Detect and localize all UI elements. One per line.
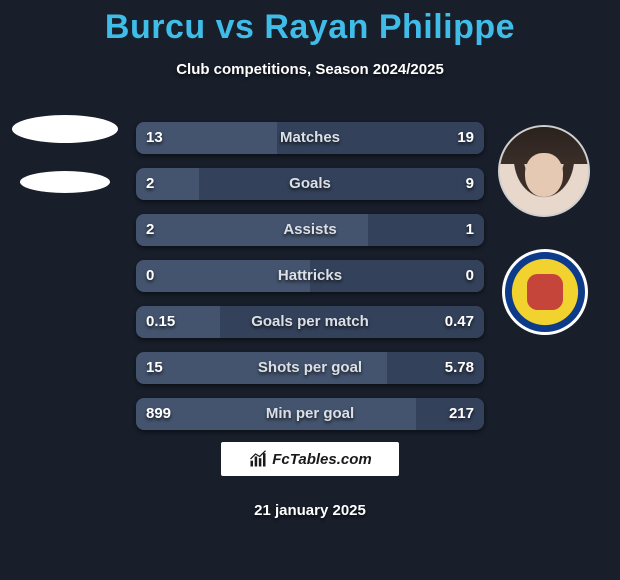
stat-label: Goals per match — [136, 306, 484, 338]
stat-row: 155.78Shots per goal — [136, 352, 484, 384]
stat-label: Hattricks — [136, 260, 484, 292]
stat-row: 29Goals — [136, 168, 484, 200]
stat-label: Matches — [136, 122, 484, 154]
stat-row: 00Hattricks — [136, 260, 484, 292]
left-club-badge-placeholder-icon — [20, 171, 110, 193]
chart-icon — [248, 449, 268, 469]
page-title: Burcu vs Rayan Philippe — [0, 0, 620, 47]
right-club-badge-icon — [502, 249, 588, 335]
stat-row: 899217Min per goal — [136, 398, 484, 430]
stats-area: 1319Matches 29Goals 21Assists 00Hattricks 0.… — [136, 122, 484, 444]
stat-label: Shots per goal — [136, 352, 484, 384]
stat-label: Min per goal — [136, 398, 484, 430]
stat-row: 0.150.47Goals per match — [136, 306, 484, 338]
right-player-area — [498, 125, 598, 335]
right-player-avatar-icon — [498, 125, 590, 217]
stat-label: Assists — [136, 214, 484, 246]
left-player-area — [10, 115, 120, 193]
stat-row: 21Assists — [136, 214, 484, 246]
stat-label: Goals — [136, 168, 484, 200]
site-logo: FcTables.com — [221, 442, 399, 476]
footer-date: 21 january 2025 — [0, 502, 620, 519]
stat-row: 1319Matches — [136, 122, 484, 154]
left-player-avatar-placeholder-icon — [12, 115, 118, 143]
page-subtitle: Club competitions, Season 2024/2025 — [0, 61, 620, 78]
site-logo-text: FcTables.com — [272, 451, 371, 468]
